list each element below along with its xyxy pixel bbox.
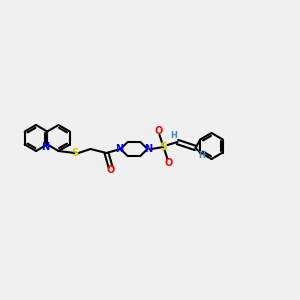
Text: S: S <box>71 148 78 158</box>
Text: N: N <box>116 144 124 154</box>
Text: N: N <box>145 144 153 154</box>
Text: O: O <box>154 126 163 136</box>
Text: O: O <box>164 158 172 168</box>
Text: H: H <box>170 130 177 140</box>
Text: H: H <box>198 151 205 160</box>
Text: O: O <box>106 165 115 175</box>
Text: N: N <box>41 142 49 152</box>
Text: S: S <box>160 142 167 152</box>
